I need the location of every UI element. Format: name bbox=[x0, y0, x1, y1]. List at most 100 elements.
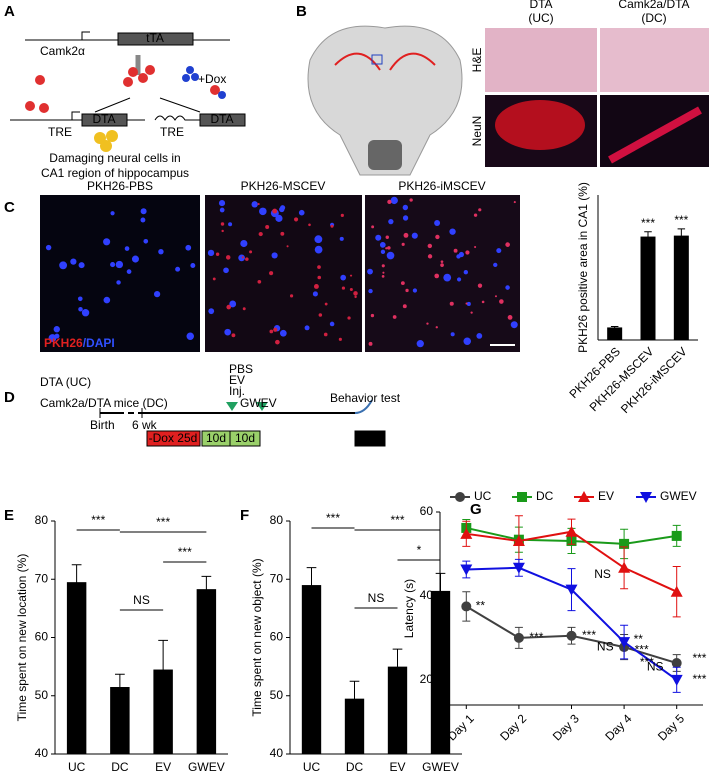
pkh26-dot bbox=[226, 304, 231, 310]
pkh26-dot bbox=[465, 302, 468, 305]
stain-label: PKH26/DAPI bbox=[44, 336, 115, 350]
y-tick-label: 80 bbox=[35, 513, 49, 527]
pkh26-dot bbox=[465, 250, 470, 255]
x-tick-label: Day 3 bbox=[550, 711, 582, 743]
pkh26-dot bbox=[409, 198, 413, 202]
nucleus-dot bbox=[175, 266, 181, 272]
nucleus-dot bbox=[402, 215, 409, 221]
x-tick-label: GWEV bbox=[188, 760, 225, 773]
neun-signal bbox=[608, 106, 702, 164]
significance: *** bbox=[692, 672, 706, 686]
pkh26-dot bbox=[293, 217, 299, 222]
nucleus-dot bbox=[219, 207, 225, 213]
y-tick-label: 60 bbox=[35, 630, 49, 644]
injection-label: EV bbox=[229, 373, 245, 387]
pkh26-dot bbox=[220, 222, 225, 226]
pkh26-dot bbox=[341, 286, 346, 290]
significance: *** bbox=[635, 643, 649, 657]
gene-label: tTA bbox=[146, 31, 164, 45]
significance: NS bbox=[368, 591, 385, 605]
x-tick-label: Day 2 bbox=[497, 711, 529, 743]
pkh26-dot bbox=[403, 232, 409, 238]
stain-dapi: /DAPI bbox=[83, 336, 115, 350]
y-tick-label: 40 bbox=[270, 746, 284, 760]
nucleus-dot bbox=[476, 333, 483, 339]
pkh26-dot bbox=[381, 264, 385, 268]
x-tick-label: DC bbox=[111, 760, 129, 773]
stain-pkh26: PKH26 bbox=[44, 336, 83, 350]
pkh26-dot bbox=[505, 242, 510, 247]
significance: ** bbox=[476, 599, 486, 613]
nucleus-dot bbox=[207, 249, 215, 257]
significance: NS bbox=[594, 567, 611, 581]
pkh26-dot bbox=[349, 274, 353, 277]
nucleus-dot bbox=[158, 248, 164, 255]
pkh26-dot bbox=[453, 248, 458, 253]
micrograph-pbs bbox=[40, 195, 200, 352]
pkh26-dot bbox=[440, 263, 444, 267]
nucleus-dot bbox=[115, 260, 124, 269]
micrograph-mscev bbox=[205, 195, 362, 352]
bar bbox=[387, 666, 408, 754]
bar bbox=[110, 687, 130, 754]
pkh26-dot bbox=[368, 341, 373, 346]
nucleus-dot bbox=[228, 222, 233, 227]
error-bar bbox=[71, 564, 82, 601]
pkh26-dot bbox=[225, 255, 231, 260]
pkh26-dot bbox=[513, 201, 516, 204]
nucleus-dot bbox=[496, 248, 502, 254]
image-title: PKH26-MSCEV bbox=[241, 179, 326, 193]
x-tick-label: Day 5 bbox=[655, 711, 687, 743]
group-label: DTA (UC) bbox=[40, 375, 91, 389]
he-image-dc bbox=[600, 28, 709, 92]
legend-marker bbox=[455, 492, 465, 502]
pkh26-dot bbox=[401, 242, 405, 246]
pkh26-dot bbox=[330, 224, 334, 228]
pkh26-dot bbox=[212, 277, 216, 281]
nucleus-dot bbox=[329, 321, 335, 327]
significance: NS bbox=[133, 593, 150, 607]
pkh26-dot bbox=[507, 315, 513, 320]
panel-label: F bbox=[240, 507, 249, 524]
nucleus-dot bbox=[375, 234, 382, 241]
legend-label: UC bbox=[474, 489, 492, 503]
legend-label: EV bbox=[598, 489, 614, 503]
pkh26-dot bbox=[258, 231, 263, 237]
pkh26-dot bbox=[371, 225, 375, 229]
marker bbox=[512, 562, 525, 574]
nucleus-dot bbox=[279, 329, 287, 337]
pkh26-dot bbox=[231, 333, 236, 338]
nucleus-dot bbox=[54, 333, 60, 339]
nucleus-dot bbox=[416, 340, 424, 348]
x-tick-label: EV bbox=[155, 760, 171, 773]
error-bar bbox=[306, 567, 317, 604]
marker bbox=[618, 637, 631, 649]
nucleus-dot bbox=[456, 277, 462, 282]
nucleus-dot bbox=[510, 321, 518, 329]
pkh26-dot bbox=[370, 313, 375, 318]
marker bbox=[670, 585, 683, 597]
nucleus-dot bbox=[153, 291, 161, 298]
bar bbox=[66, 582, 87, 754]
timeline-label: Birth bbox=[90, 418, 115, 432]
y-tick-label: 70 bbox=[35, 571, 49, 585]
pkh26-dot bbox=[449, 301, 454, 306]
nucleus-dot bbox=[505, 285, 510, 290]
pkh26-dot bbox=[385, 247, 388, 250]
panel-label: A bbox=[4, 3, 15, 20]
pkh26-dot bbox=[257, 279, 262, 284]
significance: *** bbox=[692, 651, 706, 665]
y-axis-label: PKH26 positive area in CA1 (%) bbox=[576, 182, 590, 353]
nucleus-dot bbox=[298, 209, 305, 216]
gene-label: Camk2α bbox=[40, 44, 85, 58]
nucleus-dot bbox=[443, 273, 452, 282]
nucleus-dot bbox=[340, 274, 347, 281]
marker bbox=[671, 530, 682, 541]
significance: *** bbox=[91, 513, 105, 527]
x-tick-label: GWEV bbox=[422, 760, 459, 773]
pkh26-dot bbox=[280, 231, 285, 236]
nucleus-dot bbox=[103, 238, 111, 246]
pkh26-dot bbox=[440, 260, 444, 263]
x-tick-label: UC bbox=[303, 760, 321, 773]
panel-label: B bbox=[296, 3, 307, 20]
